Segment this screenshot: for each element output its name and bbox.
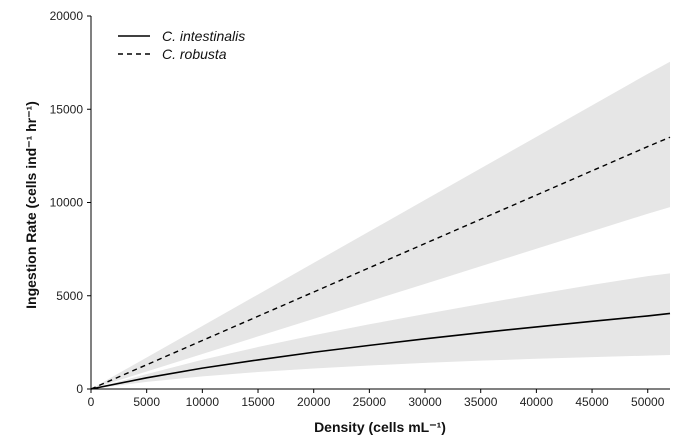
series-line-0 [90,312,671,390]
y-tick-label: 5000 [56,289,83,303]
x-tick-label: 25000 [353,395,387,409]
confidence-band-0 [91,273,670,389]
legend-label-c-robusta: C. robusta [162,46,227,62]
x-tick-label: 10000 [186,395,220,409]
confidence-bands [91,61,670,389]
y-tick-label: 20000 [50,9,84,23]
x-tick-label: 0 [88,395,95,409]
x-tick-label: 50000 [631,395,665,409]
legend: C. intestinalis C. robusta [118,28,245,62]
x-tick-label: 5000 [133,395,160,409]
x-tick-label: 15000 [241,395,275,409]
y-axis-title: Ingestion Rate (cells ind⁻¹ hr⁻¹) [23,101,39,309]
x-tick-label: 40000 [520,395,554,409]
series-lines [90,136,671,390]
y-tick-label: 0 [76,382,83,396]
confidence-band-1 [91,61,670,389]
y-tick-label: 10000 [50,196,84,210]
legend-label-c-intestinalis: C. intestinalis [162,28,245,44]
series-line-1 [90,136,671,390]
y-tick-label: 15000 [50,102,84,116]
x-tick-label: 45000 [575,395,609,409]
x-tick-label: 30000 [408,395,442,409]
ticks: 0 5000 10000 15000 20000 25000 30000 35000 40000… [50,9,665,409]
x-tick-label: 20000 [297,395,331,409]
x-tick-label: 35000 [464,395,498,409]
x-axis-title: Density (cells mL⁻¹) [314,419,446,435]
